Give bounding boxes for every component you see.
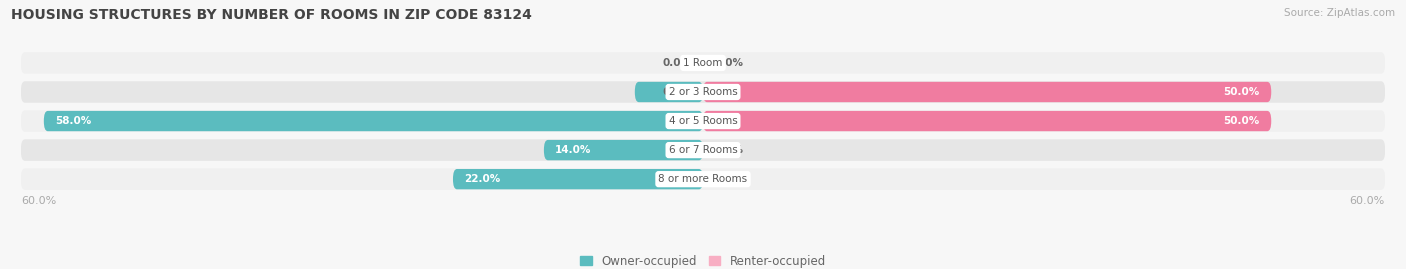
FancyBboxPatch shape xyxy=(21,110,1385,132)
Text: Source: ZipAtlas.com: Source: ZipAtlas.com xyxy=(1284,8,1395,18)
FancyBboxPatch shape xyxy=(703,82,1271,102)
FancyBboxPatch shape xyxy=(21,81,1385,103)
Text: 60.0%: 60.0% xyxy=(21,196,56,206)
Text: 50.0%: 50.0% xyxy=(1223,87,1260,97)
FancyBboxPatch shape xyxy=(703,111,1271,131)
Text: 22.0%: 22.0% xyxy=(464,174,501,184)
Text: 0.0%: 0.0% xyxy=(714,174,744,184)
FancyBboxPatch shape xyxy=(544,140,703,160)
Text: 58.0%: 58.0% xyxy=(55,116,91,126)
FancyBboxPatch shape xyxy=(21,139,1385,161)
Text: 2 or 3 Rooms: 2 or 3 Rooms xyxy=(669,87,737,97)
Text: 6 or 7 Rooms: 6 or 7 Rooms xyxy=(669,145,737,155)
Text: 8 or more Rooms: 8 or more Rooms xyxy=(658,174,748,184)
FancyBboxPatch shape xyxy=(44,111,703,131)
Text: 0.0%: 0.0% xyxy=(714,145,744,155)
Text: 6.0%: 6.0% xyxy=(662,87,692,97)
FancyBboxPatch shape xyxy=(21,52,1385,74)
Text: 1 Room: 1 Room xyxy=(683,58,723,68)
FancyBboxPatch shape xyxy=(636,82,703,102)
FancyBboxPatch shape xyxy=(453,169,703,189)
Text: 4 or 5 Rooms: 4 or 5 Rooms xyxy=(669,116,737,126)
Legend: Owner-occupied, Renter-occupied: Owner-occupied, Renter-occupied xyxy=(579,255,827,268)
Text: 60.0%: 60.0% xyxy=(1350,196,1385,206)
Text: 14.0%: 14.0% xyxy=(555,145,592,155)
Text: 50.0%: 50.0% xyxy=(1223,116,1260,126)
Text: 0.0%: 0.0% xyxy=(662,58,692,68)
FancyBboxPatch shape xyxy=(21,168,1385,190)
Text: HOUSING STRUCTURES BY NUMBER OF ROOMS IN ZIP CODE 83124: HOUSING STRUCTURES BY NUMBER OF ROOMS IN… xyxy=(11,8,531,22)
Text: 0.0%: 0.0% xyxy=(714,58,744,68)
